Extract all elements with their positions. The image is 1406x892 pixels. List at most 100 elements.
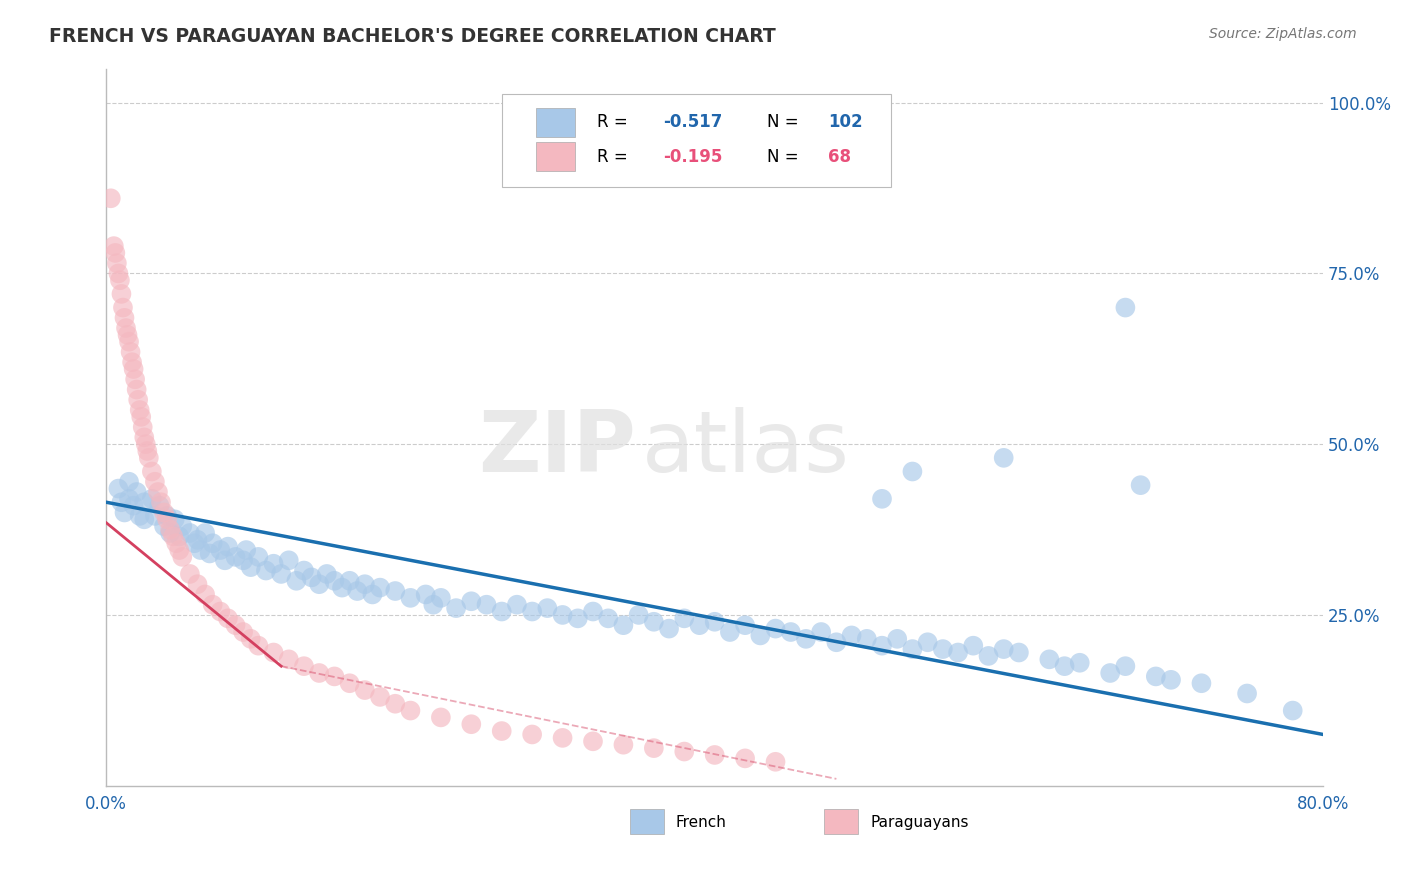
Text: N =: N =	[768, 148, 799, 166]
Point	[247, 639, 270, 653]
Point	[141, 491, 163, 506]
Point	[194, 526, 217, 541]
FancyBboxPatch shape	[502, 94, 891, 186]
Point	[582, 605, 605, 619]
Point	[1038, 652, 1060, 666]
Text: French: French	[676, 814, 727, 830]
Point	[765, 755, 787, 769]
Point	[612, 618, 634, 632]
Point	[430, 591, 453, 605]
Point	[330, 581, 353, 595]
Point	[323, 669, 346, 683]
Point	[703, 615, 725, 629]
Point	[901, 465, 924, 479]
Point	[810, 625, 832, 640]
Point	[125, 383, 148, 397]
Point	[143, 508, 166, 523]
Point	[361, 587, 384, 601]
Point	[194, 587, 217, 601]
Point	[520, 605, 543, 619]
Point	[1236, 686, 1258, 700]
Point	[167, 529, 190, 543]
Point	[201, 598, 224, 612]
Point	[225, 549, 247, 564]
Point	[150, 495, 173, 509]
Point	[156, 508, 179, 523]
Point	[172, 549, 194, 564]
Point	[292, 659, 315, 673]
Point	[110, 287, 132, 301]
Point	[232, 553, 254, 567]
Point	[110, 495, 132, 509]
Point	[124, 372, 146, 386]
Point	[146, 485, 169, 500]
Point	[946, 646, 969, 660]
Point	[734, 618, 756, 632]
Point	[172, 519, 194, 533]
Point	[1053, 659, 1076, 673]
Point	[841, 628, 863, 642]
Point	[186, 533, 208, 547]
Point	[118, 475, 141, 489]
Point	[368, 581, 391, 595]
Point	[183, 536, 205, 550]
Text: Source: ZipAtlas.com: Source: ZipAtlas.com	[1209, 27, 1357, 41]
Point	[209, 543, 232, 558]
Point	[765, 622, 787, 636]
Point	[159, 523, 181, 537]
Point	[734, 751, 756, 765]
Point	[870, 491, 893, 506]
Point	[703, 747, 725, 762]
Point	[186, 577, 208, 591]
Text: R =: R =	[596, 113, 627, 131]
Point	[239, 560, 262, 574]
Point	[688, 618, 710, 632]
Point	[153, 519, 176, 533]
Point	[551, 607, 574, 622]
Point	[932, 642, 955, 657]
Point	[308, 665, 330, 680]
Point	[114, 506, 136, 520]
Point	[167, 543, 190, 558]
Point	[162, 529, 184, 543]
Point	[134, 430, 156, 444]
Point	[475, 598, 498, 612]
Text: Paraguayans: Paraguayans	[870, 814, 969, 830]
Point	[460, 717, 482, 731]
Point	[658, 622, 681, 636]
Point	[153, 506, 176, 520]
Text: ZIP: ZIP	[478, 407, 636, 490]
Point	[977, 648, 1000, 663]
Point	[135, 437, 157, 451]
Point	[111, 301, 134, 315]
Point	[399, 591, 422, 605]
Point	[643, 741, 665, 756]
Point	[1069, 656, 1091, 670]
Point	[993, 450, 1015, 465]
Point	[1160, 673, 1182, 687]
Point	[156, 512, 179, 526]
Point	[536, 601, 558, 615]
Point	[141, 465, 163, 479]
Point	[201, 536, 224, 550]
Point	[225, 618, 247, 632]
Point	[114, 310, 136, 325]
Point	[148, 499, 170, 513]
Point	[315, 566, 337, 581]
Bar	[536, 108, 575, 136]
Point	[825, 635, 848, 649]
Point	[339, 676, 361, 690]
Point	[235, 543, 257, 558]
Point	[1114, 301, 1136, 315]
Point	[643, 615, 665, 629]
Point	[520, 727, 543, 741]
Text: FRENCH VS PARAGUAYAN BACHELOR'S DEGREE CORRELATION CHART: FRENCH VS PARAGUAYAN BACHELOR'S DEGREE C…	[49, 27, 776, 45]
Point	[673, 745, 696, 759]
Point	[598, 611, 620, 625]
Point	[422, 598, 444, 612]
Point	[136, 444, 159, 458]
Point	[277, 553, 299, 567]
Point	[292, 564, 315, 578]
Point	[415, 587, 437, 601]
Point	[118, 491, 141, 506]
